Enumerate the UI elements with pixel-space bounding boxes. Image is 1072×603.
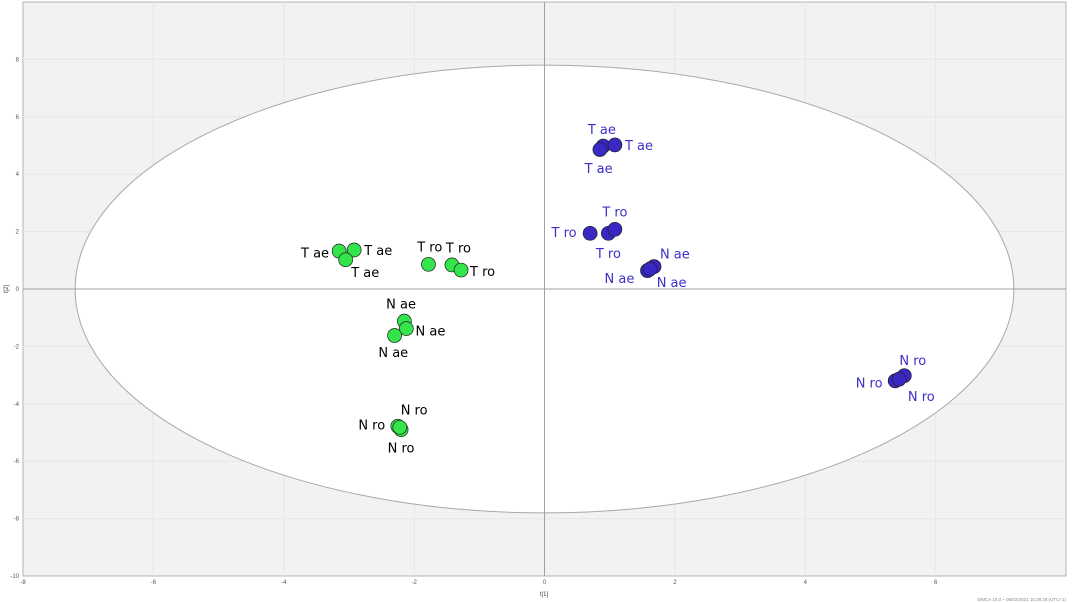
y-tick-label: -10: [10, 574, 19, 580]
point-label-blue: N ro: [899, 354, 926, 369]
data-point-green: [338, 252, 354, 268]
point-label-green: N ro: [401, 404, 428, 419]
point-label-blue: T ro: [595, 247, 621, 262]
point-label-blue: T ro: [601, 206, 627, 221]
y-tick-label: -4: [14, 402, 20, 408]
data-point-blue: [582, 225, 598, 241]
point-label-green: N ae: [378, 346, 408, 361]
y-tick-label: 4: [16, 172, 20, 178]
point-label-green: T ro: [416, 241, 442, 256]
point-label-green: T ro: [445, 242, 471, 257]
data-point-green: [398, 321, 414, 336]
y-tick-label: 2: [16, 230, 20, 236]
point-label-blue: T ae: [587, 123, 616, 138]
point-label-blue: N ro: [856, 377, 883, 392]
data-point-green: [421, 256, 436, 272]
data-point-blue: [607, 221, 623, 237]
y-axis-label: t[2]: [4, 285, 10, 294]
y-tick-label: -8: [14, 517, 20, 523]
x-tick-label: -6: [151, 580, 157, 586]
x-tick-labels: -8 -6 -4 -2 0 2 4 6: [20, 580, 938, 586]
y-tick-label: 8: [16, 57, 20, 63]
data-point-green: [387, 328, 402, 343]
point-label-green: T ae: [363, 244, 392, 259]
point-label-blue: N ro: [908, 390, 935, 405]
point-label-green: N ro: [358, 418, 385, 433]
point-label-green: T ae: [350, 266, 379, 281]
software-footer: SIMCA 15.0 – 06/02/2021 15:28:28 (UTC+1): [977, 597, 1066, 602]
point-label-green: N ro: [388, 441, 415, 456]
data-point-green: [392, 419, 408, 435]
point-label-blue: N ae: [660, 247, 690, 262]
x-axis-label: t[1]: [540, 592, 549, 598]
y-tick-label: 6: [16, 115, 20, 121]
point-labels: T ae T aeT aeT ro T roT roN aeN aeN aeN ro…: [300, 123, 935, 457]
y-tick-label: 0: [16, 287, 20, 293]
x-tick-label: 0: [543, 580, 547, 586]
x-tick-label: -4: [281, 580, 287, 586]
point-label-blue: N ae: [605, 272, 635, 287]
x-tick-label: 4: [804, 580, 808, 586]
point-label-blue: T ro: [551, 226, 577, 241]
data-point-blue: [642, 261, 658, 277]
point-label-blue: N ae: [657, 276, 687, 291]
x-tick-label: 6: [934, 580, 938, 586]
data-point-green: [346, 242, 362, 258]
y-tick-labels: -10 -8 -6 -4 -2 0 2 4 6 8: [10, 57, 19, 580]
y-tick-label: -6: [14, 459, 20, 465]
point-label-green: T ro: [469, 265, 495, 280]
x-tick-label: -2: [411, 580, 417, 586]
x-tick-label: -8: [20, 580, 26, 586]
data-point-green: [453, 262, 469, 278]
data-point-blue: [607, 137, 623, 153]
point-label-green: T ae: [300, 246, 329, 261]
data-point-blue: [891, 371, 907, 387]
point-label-blue: T ae: [624, 139, 653, 154]
point-label-green: N ae: [386, 297, 416, 312]
point-label-blue: T ae: [584, 162, 613, 177]
point-label-green: N ae: [416, 324, 446, 339]
x-tick-label: 2: [673, 580, 677, 586]
y-tick-label: -2: [14, 344, 20, 350]
data-point-blue: [592, 142, 608, 157]
data-points: [331, 137, 912, 437]
